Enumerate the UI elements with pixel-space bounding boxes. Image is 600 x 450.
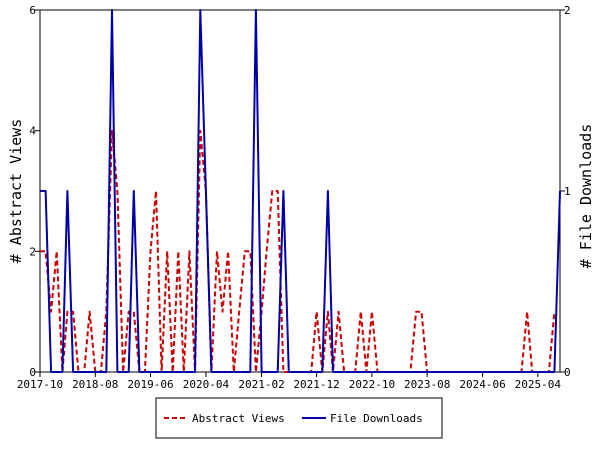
x-tick-label: 2019-06: [127, 378, 173, 391]
y-left-tick-label: 2: [29, 245, 36, 258]
y-right-tick-label: 0: [564, 366, 571, 379]
x-tick-label: 2024-06: [459, 378, 505, 391]
legend: Abstract Views File Downloads: [155, 397, 443, 439]
series-line-file-downloads: [40, 9, 561, 373]
series-layer: [40, 9, 561, 373]
legend-label-abstract-views: Abstract Views: [192, 412, 285, 425]
legend-box: [155, 397, 443, 439]
y-right-axis-title: # File Downloads: [577, 124, 595, 269]
y-left-axis-title: # Abstract Views: [7, 119, 25, 264]
x-tick-label: 2020-04: [183, 378, 230, 391]
x-tick-label: 2022-10: [349, 378, 395, 391]
y-left-tick-label: 6: [29, 4, 36, 17]
y-right-tick-label: 2: [564, 4, 571, 17]
x-tick-label: 2017-10: [17, 378, 63, 391]
x-tick-label: 2023-08: [404, 378, 450, 391]
x-tick-label: 2018-08: [72, 378, 118, 391]
x-tick-label: 2021-02: [238, 378, 284, 391]
y-left-tick-label: 4: [29, 125, 36, 138]
axes-layer: 0 2 4 6 0 1 2 2017-10 2018-08 2019-06 2020-04 2021-…: [17, 4, 571, 391]
legend-label-file-downloads: File Downloads: [330, 412, 423, 425]
y-right-tick-label: 1: [564, 185, 571, 198]
x-tick-label: 2025-04: [515, 378, 562, 391]
x-tick-label: 2021-12: [293, 378, 339, 391]
y-left-tick-label: 0: [29, 366, 36, 379]
